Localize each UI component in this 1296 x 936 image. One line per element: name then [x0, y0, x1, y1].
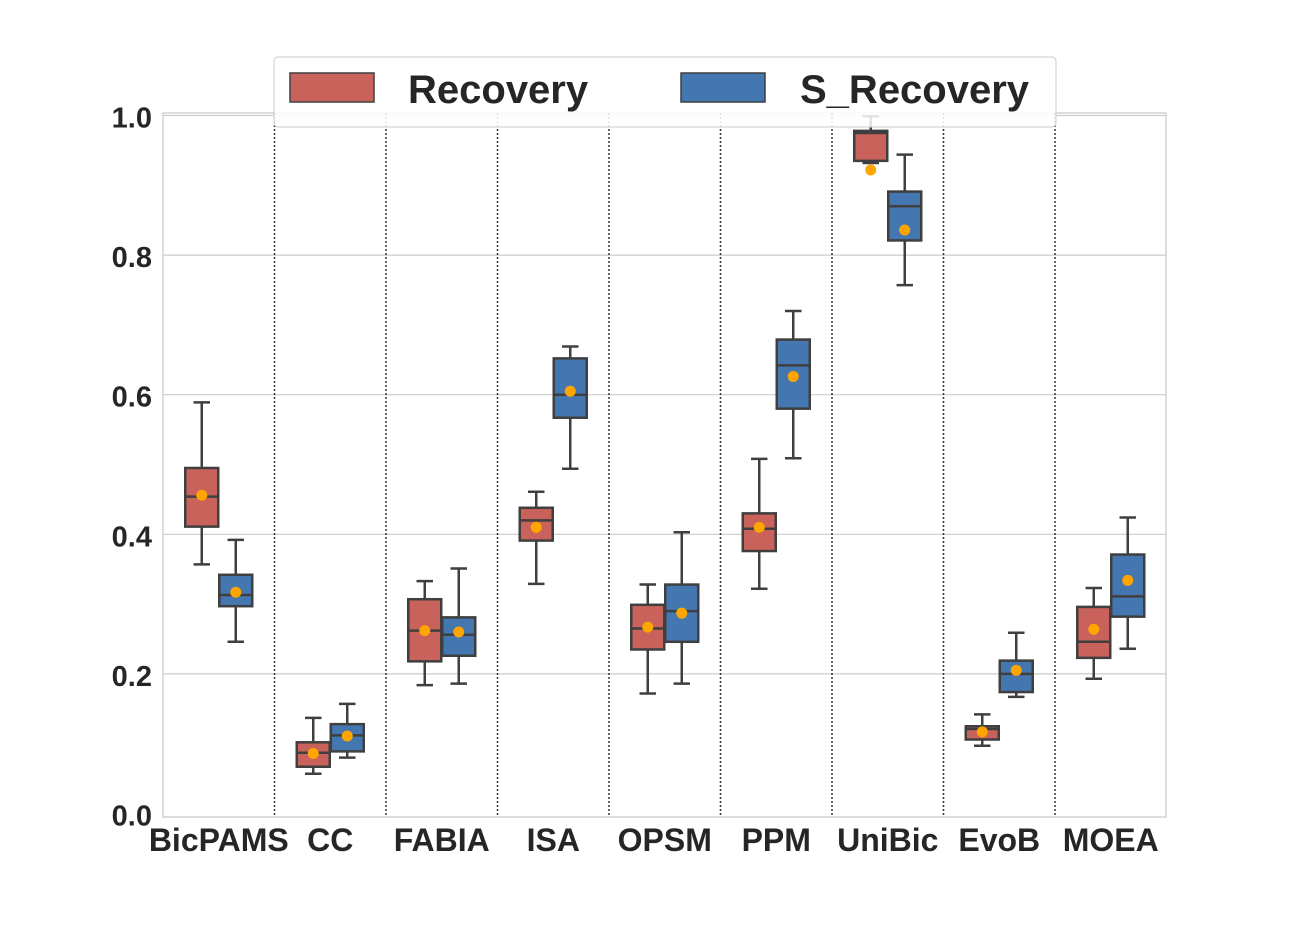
mean-marker	[530, 521, 542, 533]
legend-swatch-recovery	[289, 72, 375, 103]
legend: Recovery S_Recovery	[273, 56, 1057, 128]
x-tick-label: EvoB	[958, 822, 1040, 858]
box-bicpams-recovery	[184, 401, 220, 566]
mean-marker	[642, 621, 654, 633]
box-moea-recovery	[1076, 586, 1112, 681]
mean-marker	[1010, 664, 1022, 676]
box-moea-s-recovery	[1110, 516, 1146, 651]
mean-marker	[564, 385, 576, 397]
box-iqr	[552, 357, 588, 419]
box-evob-recovery	[964, 713, 1000, 748]
mean-marker	[753, 521, 765, 533]
legend-label-recovery: Recovery	[408, 68, 589, 112]
box-opsm-s-recovery	[664, 530, 700, 685]
box-iqr	[853, 129, 889, 163]
legend-swatch-s-recovery	[680, 72, 766, 103]
mean-marker	[676, 607, 688, 619]
mean-marker	[453, 626, 465, 638]
box-iqr	[1076, 605, 1112, 660]
legend-label-s-recovery: S_Recovery	[800, 68, 1030, 112]
box-evob-s-recovery	[998, 631, 1034, 699]
mean-marker	[230, 586, 242, 598]
box-cc-recovery	[295, 716, 331, 775]
mean-marker	[196, 489, 208, 501]
x-tick-label: ISA	[527, 822, 580, 858]
x-tick-label: FABIA	[394, 822, 490, 858]
box-unibic-s-recovery	[887, 153, 923, 287]
box-ppm-recovery	[741, 457, 777, 590]
y-axis-ticks: 0.0 0.2 0.4 0.6 0.8 1.0	[112, 103, 152, 833]
mean-marker	[1122, 574, 1134, 586]
category-separators	[273, 113, 1056, 817]
x-tick-label: MOEA	[1063, 822, 1159, 858]
y-tick-label: 0.0	[112, 801, 152, 833]
y-tick-label: 0.6	[112, 382, 152, 414]
mean-marker	[865, 164, 877, 176]
x-tick-label: OPSM	[618, 822, 712, 858]
box-iqr	[441, 616, 477, 658]
mean-marker	[419, 625, 431, 637]
box-ppm-s-recovery	[775, 309, 811, 460]
x-tick-label: PPM	[742, 822, 811, 858]
mean-marker	[787, 371, 799, 383]
y-tick-label: 0.2	[112, 661, 152, 693]
legend-frame	[273, 56, 1057, 128]
x-tick-label: BicPAMS	[149, 822, 289, 858]
mean-marker	[899, 224, 911, 236]
y-tick-label: 1.0	[112, 103, 152, 135]
mean-marker	[341, 730, 353, 742]
x-tick-label: CC	[307, 822, 353, 858]
box-isa-s-recovery	[552, 345, 588, 470]
plot-area	[162, 112, 1167, 818]
box-bicpams-s-recovery	[218, 538, 254, 644]
box-cc-s-recovery	[329, 702, 365, 759]
box-iqr	[329, 722, 365, 753]
mean-marker	[1088, 623, 1100, 635]
x-axis-ticks: BicPAMS CC FABIA ISA OPSM PPM UniBic EvoB MOEA	[149, 822, 1159, 858]
mean-marker	[976, 726, 988, 738]
box-isa-recovery	[518, 490, 554, 586]
box-fabia-recovery	[407, 579, 443, 687]
box-iqr	[518, 506, 554, 542]
box-opsm-recovery	[630, 583, 666, 695]
box-unibic-recovery	[853, 114, 889, 176]
mean-marker	[307, 747, 319, 759]
box-fabia-s-recovery	[441, 567, 477, 685]
box-iqr	[741, 512, 777, 553]
x-tick-label: UniBic	[837, 822, 938, 858]
y-tick-label: 0.8	[112, 242, 152, 274]
y-tick-label: 0.4	[112, 521, 152, 553]
boxes	[184, 114, 1146, 775]
